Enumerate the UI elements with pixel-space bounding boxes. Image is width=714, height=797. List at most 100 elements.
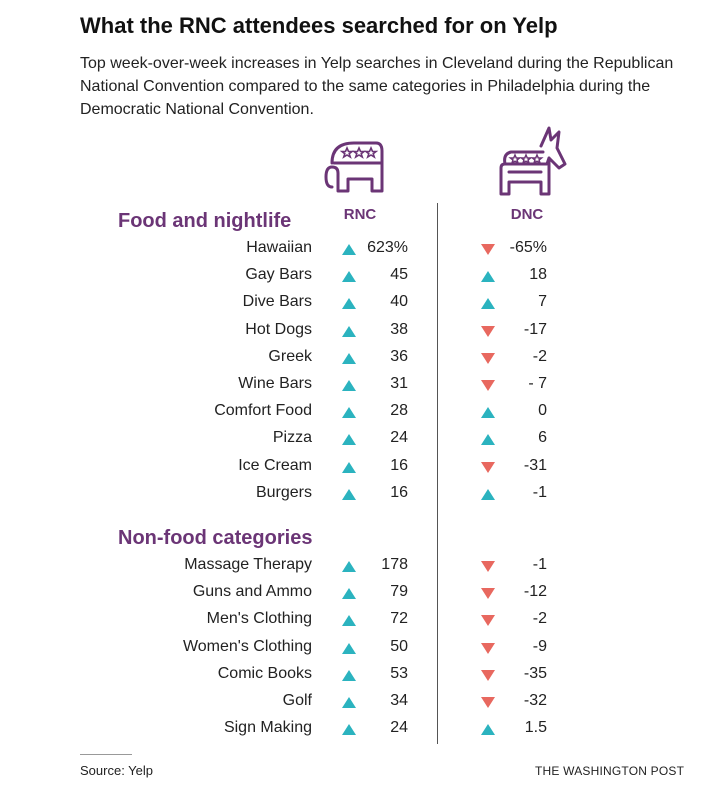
rnc-value: 53 — [390, 664, 408, 682]
rnc-up-arrow-icon — [342, 407, 356, 419]
dnc-value: 18 — [529, 266, 547, 284]
dnc-down-arrow-icon — [481, 325, 495, 337]
rnc-up-arrow-icon — [342, 615, 356, 627]
rnc-up-arrow-icon — [342, 588, 356, 600]
rnc-value: 45 — [390, 266, 408, 284]
credit: THE WASHINGTON POST — [535, 764, 685, 778]
dnc-down-arrow-icon — [481, 588, 495, 600]
category-label: Guns and Ammo — [192, 583, 312, 601]
elephant-icon — [324, 141, 384, 193]
dnc-value: -9 — [532, 637, 547, 655]
dnc-value: -1 — [532, 483, 547, 501]
table-row: Guns and Ammo 79 -12 — [0, 580, 714, 607]
dnc-value: -17 — [523, 320, 547, 338]
table-row: Men's Clothing 72 -2 — [0, 607, 714, 634]
rnc-value: 79 — [390, 583, 408, 601]
rnc-up-arrow-icon — [342, 461, 356, 473]
rnc-up-arrow-icon — [342, 352, 356, 364]
category-label: Massage Therapy — [184, 556, 312, 573]
rnc-value: 34 — [390, 692, 408, 709]
category-label: Golf — [282, 692, 312, 709]
category-label: Ice Cream — [238, 456, 312, 474]
dnc-down-arrow-icon — [481, 352, 495, 364]
dnc-value: 7 — [538, 293, 547, 311]
dnc-value: -12 — [523, 583, 547, 601]
source-note: Source: Yelp — [80, 763, 154, 778]
dnc-up-arrow-icon — [481, 271, 495, 283]
table-row: Wine Bars 31 - 7 — [0, 372, 714, 399]
dnc-value: -31 — [523, 456, 547, 474]
rnc-up-arrow-icon — [342, 669, 356, 681]
table-row: Gay Bars 45 18 — [0, 263, 714, 290]
dnc-down-arrow-icon — [481, 615, 495, 627]
dnc-up-arrow-icon — [481, 724, 495, 736]
rnc-value: 31 — [390, 375, 408, 392]
section-title-food: Food and nightlife — [118, 210, 292, 232]
rnc-up-arrow-icon — [342, 325, 356, 337]
dnc-down-arrow-icon — [481, 642, 495, 654]
donkey-icon — [499, 126, 567, 196]
dnc-down-arrow-icon — [481, 461, 495, 473]
category-label: Greek — [268, 347, 312, 365]
rnc-value: 623% — [367, 239, 408, 256]
rnc-column-header: RNC — [343, 206, 377, 223]
table-row: Ice Cream 16 -31 — [0, 454, 714, 481]
table-row: Comic Books 53 -35 — [0, 662, 714, 689]
chart-subtitle: Top week-over-week increases in Yelp sea… — [80, 55, 674, 118]
dnc-up-arrow-icon — [481, 298, 495, 310]
rnc-up-arrow-icon — [342, 434, 356, 446]
dnc-value: 0 — [538, 402, 547, 420]
category-label: Comic Books — [217, 664, 312, 682]
dnc-value: 1.5 — [524, 719, 547, 737]
table-row: Dive Bars 40 7 — [0, 290, 714, 317]
rnc-value: 178 — [381, 556, 408, 573]
category-label: Women's Clothing — [182, 637, 312, 655]
table-row: Women's Clothing 50 -9 — [0, 635, 714, 662]
rnc-value: 28 — [390, 402, 408, 420]
table-row: Hot Dogs 38 -17 — [0, 318, 714, 345]
rnc-up-arrow-icon — [342, 298, 356, 310]
dnc-value: -2 — [532, 610, 547, 628]
table-row: Comfort Food 28 0 — [0, 399, 714, 426]
table-row: Massage Therapy 178 -1 — [0, 553, 714, 580]
category-label: Hot Dogs — [245, 320, 312, 338]
dnc-value: - 7 — [528, 375, 547, 392]
table-row: Burgers 16 -1 — [0, 481, 714, 508]
rnc-up-arrow-icon — [342, 561, 356, 572]
dnc-down-arrow-icon — [481, 697, 495, 708]
category-label: Comfort Food — [214, 402, 312, 420]
section-title-non-food: Non-food categories — [118, 527, 313, 549]
category-label: Pizza — [272, 429, 312, 447]
dnc-up-arrow-icon — [481, 488, 495, 500]
category-label: Hawaiian — [246, 239, 312, 256]
chart-title: What the RNC attendees searched for on Y… — [80, 13, 558, 38]
dnc-down-arrow-icon — [481, 561, 495, 572]
dnc-up-arrow-icon — [481, 407, 495, 419]
rnc-up-arrow-icon — [342, 697, 356, 708]
category-label: Sign Making — [223, 719, 312, 737]
rnc-value: 16 — [390, 483, 408, 501]
category-label: Men's Clothing — [206, 610, 312, 628]
rnc-up-arrow-icon — [342, 380, 356, 391]
rnc-value: 50 — [390, 637, 408, 655]
dnc-value: -2 — [532, 347, 547, 365]
dnc-value: -35 — [523, 664, 547, 682]
table-row: Hawaiian 623% -65% — [0, 236, 714, 263]
dnc-column-header: DNC — [510, 206, 544, 223]
rnc-value: 40 — [390, 293, 408, 311]
rnc-value: 16 — [390, 456, 408, 474]
rnc-value: 24 — [390, 429, 408, 447]
dnc-value: -1 — [532, 556, 547, 573]
rnc-value: 38 — [390, 320, 408, 338]
rnc-value: 24 — [390, 719, 408, 737]
column-divider — [437, 203, 438, 744]
rnc-up-arrow-icon — [342, 488, 356, 500]
table-row: Pizza 24 6 — [0, 426, 714, 453]
rnc-up-arrow-icon — [342, 642, 356, 654]
rnc-up-arrow-icon — [342, 271, 356, 283]
category-label: Dive Bars — [242, 293, 312, 311]
rnc-value: 72 — [390, 610, 408, 628]
dnc-value: -32 — [523, 692, 547, 709]
category-label: Wine Bars — [238, 375, 312, 392]
dnc-value: -65% — [509, 239, 547, 256]
